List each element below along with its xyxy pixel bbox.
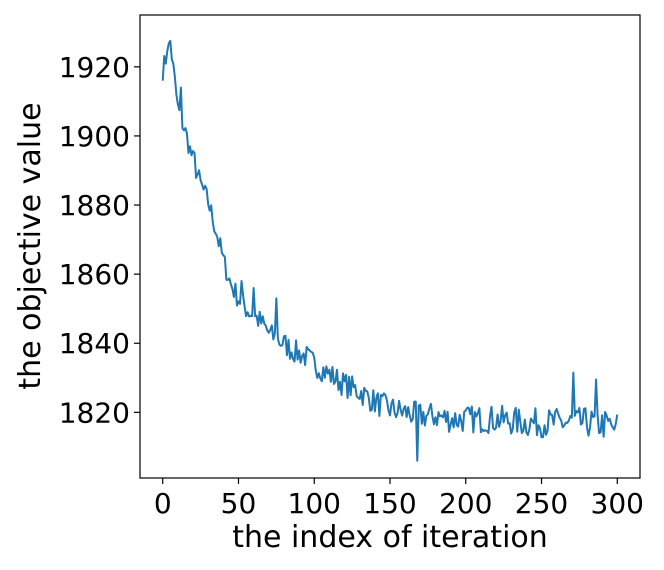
x-tick-label: 50 [221, 487, 257, 520]
x-tick-label: 100 [288, 487, 341, 520]
x-tick-label: 0 [154, 487, 172, 520]
y-tick-label: 1860 [59, 258, 130, 291]
x-tick-label: 150 [363, 487, 416, 520]
y-tick-label: 1920 [59, 51, 130, 84]
y-tick-label: 1820 [59, 396, 130, 429]
y-tick-label: 1900 [59, 120, 130, 153]
y-axis: 1820 1840 1860 1880 1900 1920 [59, 51, 140, 429]
x-tick-label: 200 [439, 487, 492, 520]
x-tick-label: 300 [591, 487, 644, 520]
x-axis: 0 50 100 150 200 250 300 [154, 478, 644, 520]
x-tick-label: 250 [515, 487, 568, 520]
series-line [161, 39, 619, 462]
x-axis-label: the index of iteration [232, 520, 548, 555]
y-tick-label: 1880 [59, 189, 130, 222]
y-tick-label: 1840 [59, 327, 130, 360]
y-axis-label: the objective value [13, 102, 48, 389]
